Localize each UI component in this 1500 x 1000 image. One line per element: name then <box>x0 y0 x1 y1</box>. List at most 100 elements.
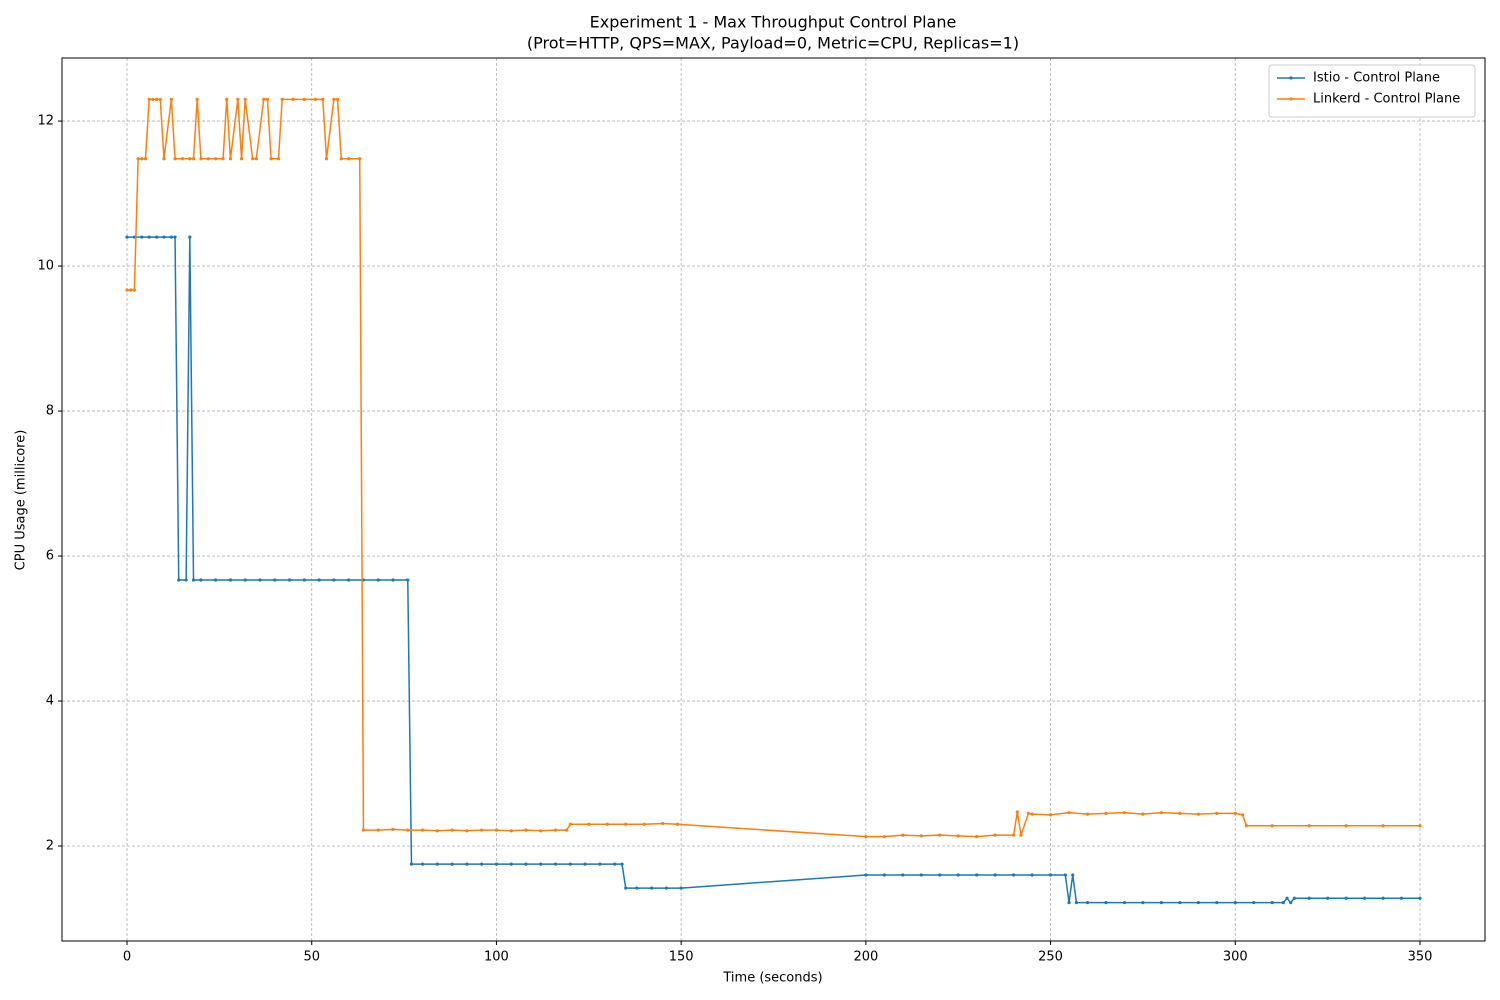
data-point <box>332 578 336 582</box>
data-point <box>1030 812 1034 816</box>
data-point <box>1233 900 1237 905</box>
data-point <box>406 828 410 832</box>
data-point <box>361 828 366 832</box>
data-point <box>225 97 229 101</box>
data-point <box>391 827 395 831</box>
data-point <box>173 235 177 239</box>
data-point <box>129 288 133 292</box>
data-point <box>1196 900 1200 905</box>
data-point <box>169 97 173 101</box>
data-point <box>347 578 351 582</box>
x-tick-label: 300 <box>1223 950 1248 965</box>
data-point <box>524 862 528 866</box>
data-point <box>147 97 151 101</box>
data-point <box>509 862 513 866</box>
data-point <box>1326 896 1330 900</box>
data-point <box>136 157 140 161</box>
data-point <box>1196 812 1200 816</box>
data-point <box>140 235 144 239</box>
data-point <box>901 833 905 837</box>
data-point <box>280 97 284 101</box>
data-point <box>1085 812 1090 816</box>
data-point <box>568 862 572 866</box>
data-point <box>494 828 499 832</box>
data-point <box>1074 900 1079 905</box>
y-tick-label: 10 <box>37 259 54 274</box>
data-point <box>1026 811 1030 816</box>
data-point <box>1270 824 1274 828</box>
data-point <box>162 157 166 161</box>
data-point <box>465 829 469 833</box>
data-point <box>649 886 654 890</box>
data-point <box>1015 810 1019 814</box>
data-point <box>154 235 159 239</box>
data-point <box>1141 812 1145 816</box>
data-point <box>624 822 628 826</box>
data-point <box>1285 896 1289 900</box>
data-point <box>406 578 410 582</box>
data-point <box>1418 824 1422 828</box>
x-tick-label: 250 <box>1038 950 1063 965</box>
data-point <box>661 821 665 826</box>
data-point <box>324 157 329 161</box>
data-point <box>882 873 886 877</box>
data-point <box>1399 896 1404 900</box>
data-point <box>243 578 247 582</box>
data-point <box>975 873 979 877</box>
data-point <box>1104 811 1108 816</box>
data-point <box>177 578 181 582</box>
data-point <box>1085 900 1090 905</box>
y-tick-label: 4 <box>46 694 54 709</box>
legend-marker <box>1289 97 1293 101</box>
x-tick-label: 350 <box>1408 950 1433 965</box>
data-point <box>420 828 425 832</box>
data-point <box>1381 896 1385 900</box>
chart-subtitle: (Prot=HTTP, QPS=MAX, Payload=0, Metric=C… <box>527 34 1019 53</box>
data-point <box>450 828 454 832</box>
x-tick-label: 0 <box>123 950 131 965</box>
data-point <box>313 97 318 101</box>
data-point <box>191 578 196 582</box>
data-point <box>568 822 572 826</box>
data-point <box>376 578 380 582</box>
data-point <box>140 157 144 161</box>
data-point <box>1307 824 1311 828</box>
data-point <box>321 97 325 101</box>
x-tick-label: 150 <box>669 950 694 965</box>
data-point <box>583 862 587 866</box>
data-point <box>269 157 273 161</box>
data-point <box>125 288 129 292</box>
data-point <box>125 235 129 239</box>
data-point <box>864 835 868 839</box>
data-point <box>1071 873 1075 877</box>
data-point <box>993 833 997 837</box>
data-point <box>1122 811 1127 815</box>
data-point <box>1019 833 1023 837</box>
data-point <box>188 157 192 161</box>
data-point <box>1215 900 1219 905</box>
data-point <box>605 822 609 826</box>
data-point <box>143 157 148 161</box>
data-point <box>1063 873 1067 877</box>
data-point <box>206 157 210 161</box>
data-point <box>1122 900 1127 905</box>
data-point <box>243 97 247 101</box>
data-point <box>162 235 166 239</box>
data-point <box>494 862 499 866</box>
data-point <box>254 157 258 161</box>
data-point <box>1244 824 1248 828</box>
data-point <box>262 97 266 101</box>
data-point <box>565 828 569 832</box>
data-point <box>956 834 960 838</box>
data-point <box>480 828 484 832</box>
x-axis-label: Time (seconds) <box>722 971 822 986</box>
data-point <box>1344 824 1348 828</box>
data-point <box>409 862 414 866</box>
data-point <box>539 862 543 866</box>
data-point <box>553 862 558 866</box>
data-point <box>1289 900 1293 905</box>
data-point <box>675 822 680 826</box>
legend-label: Istio - Control Plane <box>1313 71 1440 86</box>
data-point <box>1381 824 1385 828</box>
